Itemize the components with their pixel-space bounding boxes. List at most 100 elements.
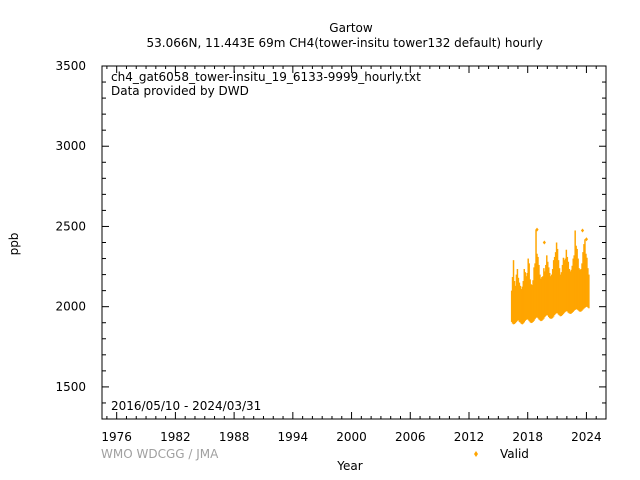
chart-dataset: CH4(tower-insitu tower132 default) hourl… — [289, 36, 543, 50]
date-range-annotation: 2016/05/10 - 2024/03/31 — [111, 399, 261, 413]
data-point-range — [548, 272, 551, 319]
data-point-range — [520, 289, 523, 324]
data-point-range — [533, 267, 535, 321]
data-point-range — [575, 245, 577, 310]
data-point-range — [511, 277, 514, 324]
y-tick-label: 3500 — [55, 59, 86, 73]
data-point-spike — [542, 240, 546, 245]
data-point-range — [513, 281, 516, 325]
data-point-range — [537, 256, 539, 319]
data-point-range — [550, 274, 553, 319]
data-point-range — [532, 280, 534, 322]
data-point-range — [546, 255, 548, 316]
x-tick-label: 1994 — [278, 430, 309, 444]
x-tick-label: 2000 — [336, 430, 367, 444]
x-tick-label: 2024 — [571, 430, 602, 444]
data-point-range — [573, 255, 575, 311]
file-name-annotation: ch4_gat6058_tower-insitu_19_6133-9999_ho… — [111, 70, 421, 84]
data-point-range — [582, 252, 584, 310]
data-point-range — [544, 271, 546, 318]
data-point-range — [580, 268, 582, 312]
data-point-spike — [580, 228, 585, 233]
data-point-range — [564, 258, 567, 312]
data-point-range — [521, 286, 524, 325]
data-point-range — [545, 264, 547, 316]
data-point-range — [539, 274, 541, 321]
data-point-range — [556, 248, 559, 314]
data-point-range — [587, 268, 589, 308]
data-point-spike — [584, 237, 589, 242]
data-point-range — [525, 276, 527, 320]
x-axis-label: Year — [336, 459, 362, 473]
data-point-range — [576, 248, 578, 310]
data-point-spike — [535, 227, 539, 232]
data-point-range — [571, 265, 573, 313]
data-point-range — [574, 230, 576, 310]
data-point-range — [524, 272, 526, 321]
data-point-range — [519, 285, 522, 323]
data-point-range — [565, 249, 568, 312]
data-point-range — [555, 242, 558, 314]
data-point-range — [547, 261, 549, 316]
chart-location: 53.066N, 11.443E 69m — [147, 36, 286, 50]
data-point-range — [581, 263, 583, 311]
data-point-range — [516, 268, 519, 321]
data-point-range — [562, 257, 565, 314]
data-point-range — [512, 260, 515, 325]
credit-text: WMO WDCGG / JMA — [101, 447, 219, 461]
data-point-range — [548, 267, 550, 318]
x-tick-label: 1988 — [219, 430, 250, 444]
data-point-range — [514, 285, 517, 324]
y-axis-label: ppb — [7, 233, 21, 256]
axis-ticks: 1500 2000 2500 3000 3500 1976 1982 1988 1994 2000… — [55, 59, 606, 444]
data-point-range — [588, 274, 590, 309]
data-point-range — [534, 263, 536, 320]
data-point-range — [566, 256, 569, 312]
chart-title: Gartow — [329, 21, 373, 35]
data-point-range — [535, 229, 537, 318]
data-point-range — [527, 258, 529, 320]
data-point-range — [570, 269, 572, 314]
data-point-range — [554, 252, 557, 314]
data-point-range — [543, 268, 545, 319]
data-point-range — [586, 257, 588, 307]
data-provider-annotation: Data provided by DWD — [111, 84, 249, 98]
data-point-range — [530, 284, 532, 324]
x-tick-label: 1976 — [101, 430, 132, 444]
data-point-range — [551, 268, 554, 318]
data-point-range — [568, 268, 571, 314]
data-series-valid — [510, 227, 590, 325]
data-point-range — [559, 274, 562, 317]
data-point-range — [526, 272, 528, 320]
data-point-range — [542, 276, 544, 320]
legend: Valid — [474, 447, 529, 461]
data-point-range — [510, 290, 513, 322]
plot-frame — [101, 65, 607, 420]
x-tick-label: 2018 — [512, 430, 543, 444]
y-tick-label: 1500 — [55, 380, 86, 394]
data-point-range — [517, 277, 520, 321]
legend-label-valid: Valid — [500, 447, 529, 461]
data-point-range — [577, 258, 579, 311]
data-point-range — [585, 253, 587, 307]
data-point-range — [579, 269, 581, 312]
data-point-range — [557, 260, 560, 315]
data-point-range — [528, 263, 530, 322]
data-point-range — [540, 278, 542, 322]
y-tick-label: 2500 — [55, 219, 86, 233]
y-tick-label: 3000 — [55, 139, 86, 153]
data-point-range — [563, 260, 566, 313]
data-point-range — [560, 272, 563, 316]
legend-marker-valid — [474, 451, 478, 457]
data-point-range — [552, 260, 555, 317]
y-tick-label: 2000 — [55, 300, 86, 314]
data-point-range — [578, 268, 580, 312]
data-point-range — [531, 285, 533, 323]
data-point-range — [561, 264, 564, 316]
data-point-range — [549, 276, 552, 319]
data-point-range — [515, 274, 518, 322]
x-tick-label: 2012 — [454, 430, 485, 444]
data-point-range — [529, 279, 531, 323]
data-point-range — [583, 244, 585, 309]
